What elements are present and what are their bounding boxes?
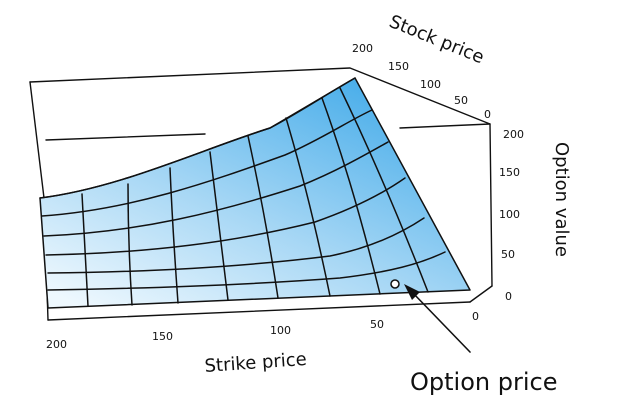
stock-tick: 100 — [420, 78, 441, 91]
value-tick: 200 — [503, 128, 524, 141]
option-value-surface — [39, 77, 471, 309]
stock-tick: 0 — [484, 108, 491, 121]
option-price-arrow — [404, 284, 471, 353]
stock-tick: 200 — [352, 42, 373, 55]
value-tick: 0 — [505, 290, 512, 303]
option-value-ticks: 200 150 100 50 0 — [499, 128, 524, 303]
stock-tick: 150 — [388, 60, 409, 73]
strike-tick: 0 — [472, 310, 479, 323]
option-price-point — [390, 279, 400, 289]
value-tick: 50 — [501, 248, 515, 261]
value-tick: 100 — [499, 208, 520, 221]
strike-tick: 200 — [46, 338, 67, 351]
option-price-label: Option price — [410, 368, 557, 396]
option-value-axis-title: Option value — [551, 142, 572, 257]
stock-price-ticks: 200 150 100 50 0 — [352, 42, 491, 121]
strike-tick: 50 — [370, 318, 384, 331]
strike-tick: 100 — [270, 324, 291, 337]
value-tick: 150 — [499, 166, 520, 179]
strike-tick: 150 — [152, 330, 173, 343]
strike-price-axis-title: Strike price — [204, 349, 307, 377]
surface-grid — [39, 77, 446, 307]
strike-price-ticks: 200 150 100 50 0 — [46, 310, 479, 351]
stock-tick: 50 — [454, 94, 468, 107]
